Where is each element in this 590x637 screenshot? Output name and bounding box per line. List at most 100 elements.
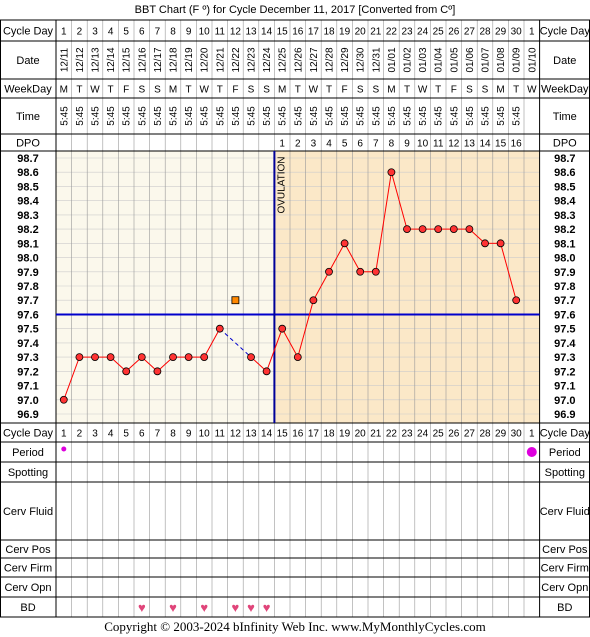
weekday-cell: W bbox=[90, 85, 100, 96]
time-cell: 5:45 bbox=[325, 106, 336, 126]
y-tick-label: 97.9 bbox=[17, 267, 38, 279]
cycle-day-cell: 14 bbox=[261, 429, 273, 440]
weekday-cell: S bbox=[372, 85, 379, 96]
cycle-day-cell: 6 bbox=[139, 429, 145, 440]
weekday-cell: M bbox=[387, 85, 395, 96]
y-tick-label: 97.1 bbox=[17, 381, 38, 393]
time-cell: 5:45 bbox=[309, 106, 320, 126]
post-ovulation-area bbox=[274, 151, 540, 423]
time-cell: 5:45 bbox=[137, 106, 148, 126]
y-tick-label: 97.7 bbox=[17, 295, 38, 307]
time-cell: 5:45 bbox=[200, 106, 211, 126]
cycle-day-cell: 7 bbox=[155, 27, 161, 38]
date-cell: 12/28 bbox=[325, 47, 336, 72]
time-cell: 5:45 bbox=[293, 106, 304, 126]
row-label-dpo: DPO bbox=[553, 138, 577, 150]
cycle-day-cell: 27 bbox=[464, 27, 476, 38]
weekday-cell: F bbox=[123, 85, 129, 96]
row-label-date: Date bbox=[16, 55, 39, 67]
date-cell: 12/14 bbox=[106, 47, 117, 72]
cycle-day-cell: 25 bbox=[433, 429, 445, 440]
cycle-day-cell: 19 bbox=[339, 429, 351, 440]
time-cell: 5:45 bbox=[91, 106, 102, 126]
temperature-line-segment bbox=[328, 243, 346, 273]
time-cell: 5:45 bbox=[262, 106, 273, 126]
y-tick-label: 97.0 bbox=[17, 395, 38, 407]
dpo-cell: 15 bbox=[495, 139, 507, 150]
date-cell: 01/07 bbox=[481, 47, 492, 72]
weekday-cell: W bbox=[418, 85, 428, 96]
weekday-cell: M bbox=[60, 85, 68, 96]
cycle-day-cell: 29 bbox=[495, 27, 507, 38]
y-tick-label: 96.9 bbox=[554, 409, 575, 421]
cycle-day-cell: 12 bbox=[230, 27, 242, 38]
bd-heart-icon: ♥ bbox=[247, 600, 255, 615]
date-cell: 12/25 bbox=[278, 47, 289, 72]
date-cell: 12/24 bbox=[262, 47, 273, 72]
temperature-point bbox=[371, 267, 380, 276]
date-cell: 12/31 bbox=[371, 47, 382, 72]
cycle-day-cell: 16 bbox=[292, 429, 304, 440]
bd-heart-icon: ♥ bbox=[263, 600, 271, 615]
y-tick-label: 98.2 bbox=[554, 224, 575, 236]
date-cell: 01/04 bbox=[434, 47, 445, 72]
row-label-dpo: DPO bbox=[16, 138, 40, 150]
date-cell: 01/03 bbox=[418, 47, 429, 72]
time-cell: 5:45 bbox=[465, 106, 476, 126]
dpo-cell: 5 bbox=[342, 139, 348, 150]
cycle-day-cell: 22 bbox=[386, 27, 398, 38]
bd-heart-icon: ♥ bbox=[169, 600, 177, 615]
y-tick-label: 96.9 bbox=[17, 409, 38, 421]
dpo-cell: 12 bbox=[448, 139, 460, 150]
temperature-point bbox=[356, 267, 365, 276]
y-tick-label: 97.2 bbox=[17, 366, 38, 378]
y-tick-label: 97.5 bbox=[17, 324, 38, 336]
y-tick-label: 97.9 bbox=[554, 267, 575, 279]
dpo-cell: 3 bbox=[311, 139, 317, 150]
cycle-day-cell: 12 bbox=[230, 429, 242, 440]
cycle-day-cell: 8 bbox=[170, 429, 176, 440]
time-cell: 5:45 bbox=[169, 106, 180, 126]
time-cell: 5:45 bbox=[278, 106, 289, 126]
cycle-day-cell: 8 bbox=[170, 27, 176, 38]
time-cell: 5:45 bbox=[512, 106, 523, 126]
cycle-day-cell: 11 bbox=[215, 27, 226, 38]
row-label-cycle-day: Cycle Day bbox=[3, 26, 54, 38]
time-cell: 5:45 bbox=[496, 106, 507, 126]
temperature-point bbox=[403, 225, 411, 234]
row-label-cerv-fluid: Cerv Fluid bbox=[3, 506, 53, 518]
temperature-line-segment bbox=[266, 328, 283, 372]
time-cell: 5:45 bbox=[106, 106, 117, 126]
y-tick-label: 98.7 bbox=[17, 153, 38, 165]
date-cell: 01/09 bbox=[512, 47, 523, 72]
date-cell: 12/12 bbox=[75, 47, 86, 72]
temperature-point bbox=[200, 353, 209, 362]
y-tick-label: 98.4 bbox=[554, 196, 576, 208]
date-cell: 12/17 bbox=[153, 47, 164, 72]
cycle-day-cell: 10 bbox=[199, 429, 211, 440]
y-tick-label: 98.0 bbox=[554, 253, 575, 265]
weekday-cell: T bbox=[513, 85, 519, 96]
cycle-day-cell: 21 bbox=[370, 27, 382, 38]
chart-title: BBT Chart (F º) for Cycle December 11, 2… bbox=[134, 4, 456, 16]
dpo-cell: 9 bbox=[404, 139, 410, 150]
row-label-cycle-day: Cycle Day bbox=[540, 26, 590, 38]
date-cell: 01/08 bbox=[496, 47, 507, 72]
cycle-day-cell: 2 bbox=[77, 429, 83, 440]
period-dot bbox=[61, 446, 67, 452]
cycle-day-cell: 17 bbox=[308, 27, 320, 38]
cycle-day-cell: 13 bbox=[245, 27, 257, 38]
y-tick-label: 97.3 bbox=[554, 352, 575, 364]
temperature-point bbox=[215, 324, 224, 333]
time-cell: 5:45 bbox=[403, 106, 414, 126]
date-cell: 01/01 bbox=[387, 47, 398, 72]
temperature-point bbox=[91, 353, 99, 362]
cycle-day-cell: 7 bbox=[155, 429, 161, 440]
date-cell: 12/22 bbox=[231, 47, 242, 72]
weekday-cell: S bbox=[466, 85, 473, 96]
date-cell: 12/30 bbox=[356, 47, 367, 72]
row-label-date: Date bbox=[553, 55, 576, 67]
y-tick-label: 97.8 bbox=[554, 281, 575, 293]
cycle-day-cell: 22 bbox=[386, 429, 398, 440]
